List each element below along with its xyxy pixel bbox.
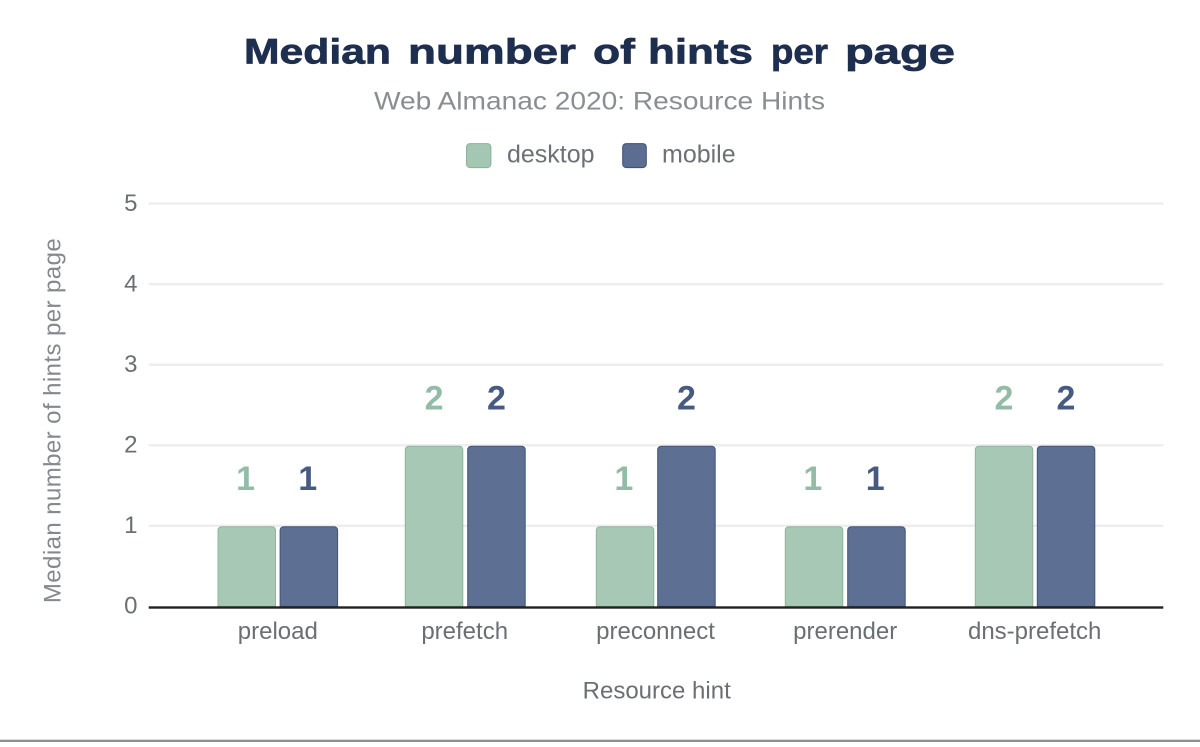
svg-text:preconnect: preconnect [596, 618, 715, 645]
svg-text:desktop: desktop [507, 141, 595, 169]
svg-text:Median number of hints per pag: Median number of hints per page [40, 238, 67, 603]
svg-text:page: page [845, 33, 955, 72]
svg-text:1: 1 [124, 512, 137, 539]
svg-text:2: 2 [487, 379, 506, 417]
svg-text:Web Almanac 2020: Resource Hin: Web Almanac 2020: Resource Hints [374, 88, 825, 116]
svg-text:5: 5 [124, 190, 137, 217]
svg-text:1: 1 [298, 460, 317, 498]
svg-text:Median: Median [244, 33, 391, 72]
svg-text:1: 1 [866, 460, 885, 498]
svg-text:2: 2 [425, 379, 444, 417]
svg-text:prerender: prerender [793, 618, 897, 645]
svg-text:per: per [771, 33, 828, 72]
svg-text:2: 2 [1057, 379, 1076, 417]
svg-text:preload: preload [238, 618, 318, 645]
svg-text:1: 1 [236, 460, 255, 498]
svg-text:0: 0 [124, 593, 137, 620]
svg-text:Resource hint: Resource hint [583, 677, 731, 704]
svg-text:2: 2 [677, 379, 696, 417]
svg-text:4: 4 [124, 271, 137, 298]
svg-text:number: number [408, 33, 576, 72]
svg-text:dns-prefetch: dns-prefetch [968, 618, 1101, 645]
svg-text:2: 2 [995, 379, 1014, 417]
svg-text:prefetch: prefetch [421, 618, 508, 645]
svg-text:hints: hints [648, 33, 753, 72]
svg-text:of: of [593, 33, 635, 72]
svg-text:mobile: mobile [662, 141, 736, 169]
svg-text:3: 3 [124, 351, 137, 378]
svg-text:1: 1 [614, 460, 633, 498]
svg-text:1: 1 [803, 460, 822, 498]
svg-text:2: 2 [124, 432, 137, 459]
